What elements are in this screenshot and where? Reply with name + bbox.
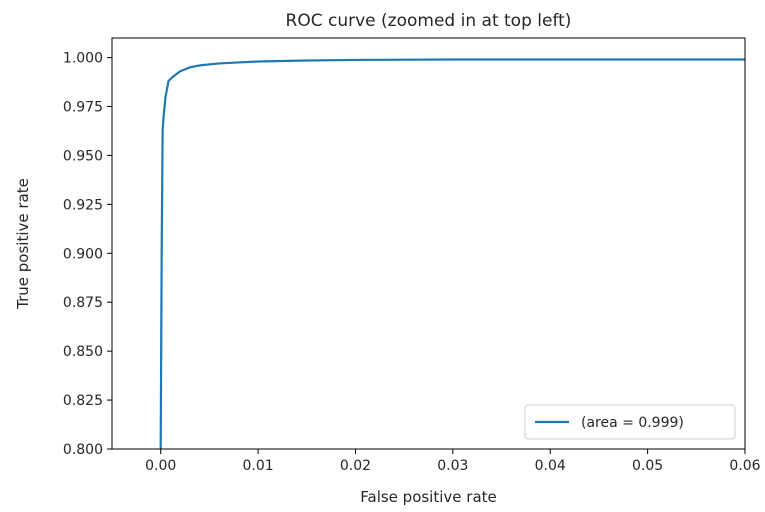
x-tick-label: 0.03 xyxy=(437,458,468,474)
x-tick-label: 0.02 xyxy=(340,458,371,474)
y-tick-label: 0.825 xyxy=(63,393,103,409)
y-tick-label: 0.950 xyxy=(63,148,103,164)
y-tick-label: 0.900 xyxy=(63,246,103,262)
x-tick-label: 0.06 xyxy=(729,458,760,474)
plot-background xyxy=(112,38,745,449)
x-tick-label: 0.05 xyxy=(632,458,663,474)
legend-box xyxy=(524,404,736,440)
y-tick-label: 1.000 xyxy=(63,51,103,67)
legend-label: (area = 0.999) xyxy=(581,415,684,431)
y-tick-label: 0.850 xyxy=(63,344,103,360)
x-tick-label: 0.00 xyxy=(145,458,176,474)
y-tick-label: 0.975 xyxy=(63,100,103,116)
chart-title: ROC curve (zoomed in at top left) xyxy=(286,11,572,31)
x-tick-label: 0.04 xyxy=(535,458,566,474)
y-tick-label: 0.800 xyxy=(63,442,103,458)
y-tick-label: 0.875 xyxy=(63,295,103,311)
roc-curve-line xyxy=(159,58,745,449)
legend: (area = 0.999) xyxy=(524,404,736,440)
y-axis: 0.800 0.825 0.850 0.875 0.900 0.925 0.950 0.975… xyxy=(63,51,112,458)
x-tick-label: 0.01 xyxy=(242,458,273,474)
x-axis: 0.00 0.01 0.02 0.03 0.04 0.05 0.06 xyxy=(145,449,761,474)
plot-frame xyxy=(111,37,746,450)
y-axis-label: True positive rate xyxy=(14,178,32,310)
x-axis-label: False positive rate xyxy=(360,488,497,506)
y-tick-label: 0.925 xyxy=(63,197,103,213)
plot-area xyxy=(111,37,746,450)
